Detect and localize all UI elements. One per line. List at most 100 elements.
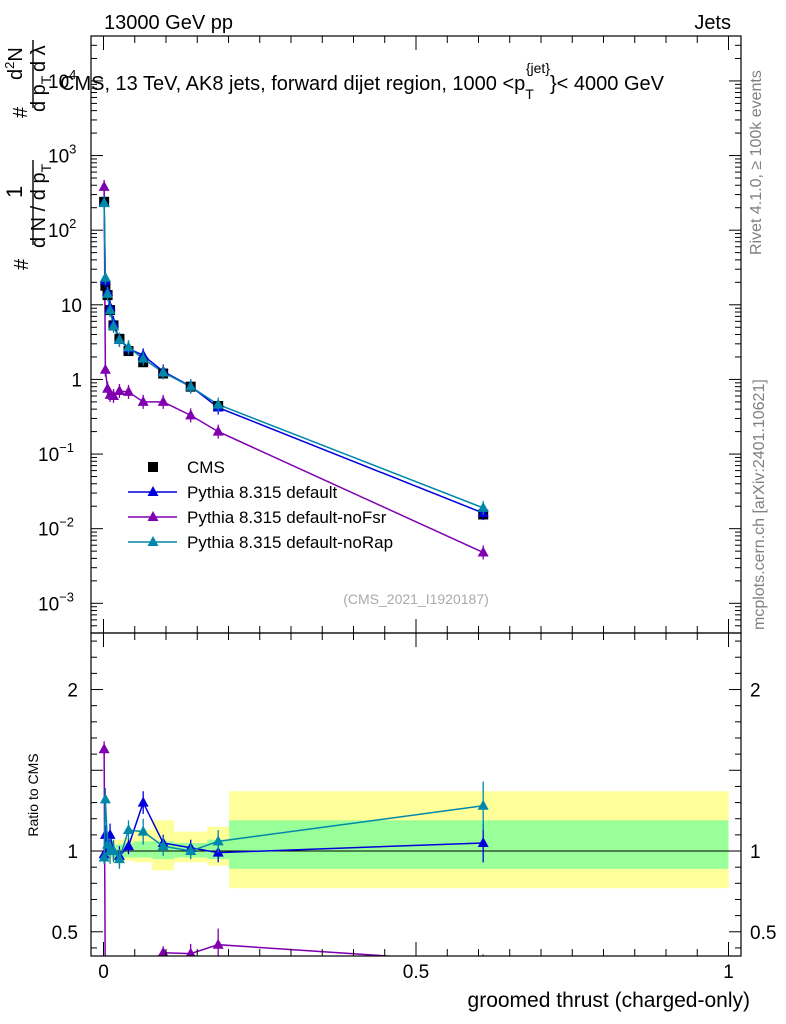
ratio-point <box>102 998 113 1008</box>
ratio-point <box>185 845 197 856</box>
ratio-point <box>113 853 125 864</box>
data-point-triangle <box>157 395 169 406</box>
ratio-point <box>186 947 196 956</box>
ratio-point <box>478 956 489 966</box>
ratio-y-axis: 0.5 0.5 1 1 2 2 <box>52 640 776 949</box>
data-point-triangle <box>212 398 224 409</box>
ratio-uncertainty-bands <box>103 791 729 889</box>
legend-marker-triangle <box>147 511 159 521</box>
ratio-y-tick-label-right: 1 <box>750 842 761 863</box>
plot-title-sup: {jet} <box>526 60 550 76</box>
y-tick-label: 104 <box>48 67 76 93</box>
ylabel-dlambda: d λ <box>28 45 50 72</box>
x-axis-label: groomed thrust (charged-only) <box>468 989 750 1012</box>
ratio-y-tick-label-right: 0.5 <box>750 923 776 944</box>
data-point-triangle <box>113 384 125 395</box>
ylabel-dpt: d pT <box>28 75 54 112</box>
legend: CMS Pythia 8.315 default Pythia 8.315 defa… <box>128 458 393 552</box>
ratio-series-clipped <box>98 741 489 1008</box>
data-point-triangle <box>185 409 197 420</box>
data-point-triangle <box>157 366 169 377</box>
data-point-triangle <box>104 304 116 315</box>
ratio-point <box>108 988 119 998</box>
plot-title: CMS, 13 TeV, AK8 jets, forward dijet reg… <box>60 60 665 102</box>
data-point-triangle <box>137 395 149 406</box>
plot-title-suffix: }< 4000 GeV <box>550 73 665 95</box>
data-point-triangle <box>212 425 224 436</box>
green-band <box>134 841 153 858</box>
data-point-triangle <box>99 363 111 374</box>
data-point-triangle <box>102 287 114 298</box>
legend-marker-square <box>148 462 158 472</box>
x-tick-label: 0 <box>98 962 109 983</box>
data-point-triangle <box>98 180 110 191</box>
series-line <box>103 203 484 509</box>
ratio-point <box>157 840 169 851</box>
data-point-triangle <box>108 389 119 400</box>
y-tick-label: 10−3 <box>38 589 74 615</box>
y-tick-label: 102 <box>48 216 76 242</box>
ratio-panel: 0.5 0.5 1 1 2 2 0 0.5 1 Ratio to CMS groomed th… <box>25 632 776 1012</box>
ratio-line <box>103 749 399 956</box>
ratio-point <box>138 960 149 970</box>
legend-label: CMS <box>187 458 225 477</box>
ratio-point <box>108 845 119 856</box>
plot-title-prefix: CMS, 13 TeV, AK8 jets, forward dijet reg… <box>60 73 525 95</box>
data-point-triangle <box>98 197 110 208</box>
ratio-point <box>137 825 149 836</box>
ratio-y-tick-label: 2 <box>67 681 78 702</box>
legend-label: Pythia 8.315 default <box>187 483 338 502</box>
rivet-version-label: Rivet 4.1.0, ≥ 100k events <box>748 70 765 255</box>
ratio-point <box>123 824 134 835</box>
ylabel-hash1: # <box>11 258 33 270</box>
ratio-point <box>100 994 111 1004</box>
legend-label: Pythia 8.315 default-noFsr <box>187 508 387 527</box>
ratio-point <box>123 840 134 851</box>
ratio-point <box>158 946 169 956</box>
ratio-point <box>98 743 110 754</box>
main-series <box>98 179 489 560</box>
y-tick-label: 10 <box>61 296 82 317</box>
data-point-triangle <box>123 385 134 396</box>
data-point-triangle <box>123 341 134 352</box>
ratio-y-axis-label: Ratio to CMS <box>25 753 41 836</box>
ratio-point <box>105 995 116 1005</box>
ratio-point <box>212 835 224 846</box>
data-point-triangle <box>477 546 489 557</box>
x-tick-label: 0.5 <box>403 962 429 983</box>
ratio-point <box>137 796 149 807</box>
main-y-axis: 10−3 10−2 10−1 1 10 102 103 104 <box>38 35 741 634</box>
x-tick-label: 1 <box>723 962 734 983</box>
ratio-x-axis: 0 0.5 1 <box>98 633 734 983</box>
ratio-y-tick-label-right: 2 <box>750 681 761 702</box>
ratio-series <box>98 741 489 1008</box>
main-x-ticks <box>103 36 729 633</box>
ylabel-numerator: 1 <box>2 186 27 198</box>
data-point-triangle <box>185 380 197 391</box>
legend-marker-triangle <box>147 486 159 496</box>
ylabel-denominator: d N / d pT <box>28 163 54 248</box>
ratio-y-tick-label: 1 <box>67 842 78 863</box>
ratio-point <box>98 851 110 862</box>
header-left: 13000 GeV pp <box>104 12 233 34</box>
main-y-axis-label: # 1 d N / d pT # d2N d pT d λ <box>2 40 54 270</box>
ylabel-hash2: # <box>10 106 32 118</box>
y-tick-label: 10−1 <box>38 440 74 466</box>
ratio-point <box>477 836 489 847</box>
legend-marker-triangle <box>147 536 159 546</box>
ratio-point <box>477 799 489 810</box>
main-panel: 10−3 10−2 10−1 1 10 102 103 104 CMS, 13 TeV, AK… <box>2 35 742 634</box>
y-tick-label: 103 <box>48 142 76 168</box>
plot-title-sub: T <box>525 86 534 102</box>
ratio-point <box>114 974 125 984</box>
ratio-point <box>123 961 134 971</box>
y-tick-label: 10−2 <box>38 515 74 541</box>
ylabel-d2n: d2N <box>2 47 27 80</box>
data-point-triangle <box>113 333 125 344</box>
header-right: Jets <box>694 12 731 34</box>
mcplots-label: mcplots.cern.ch [arXiv:2401.10621] <box>751 379 768 630</box>
data-point-triangle <box>108 319 119 330</box>
green-band <box>229 820 729 869</box>
data-point-triangle <box>102 382 114 393</box>
